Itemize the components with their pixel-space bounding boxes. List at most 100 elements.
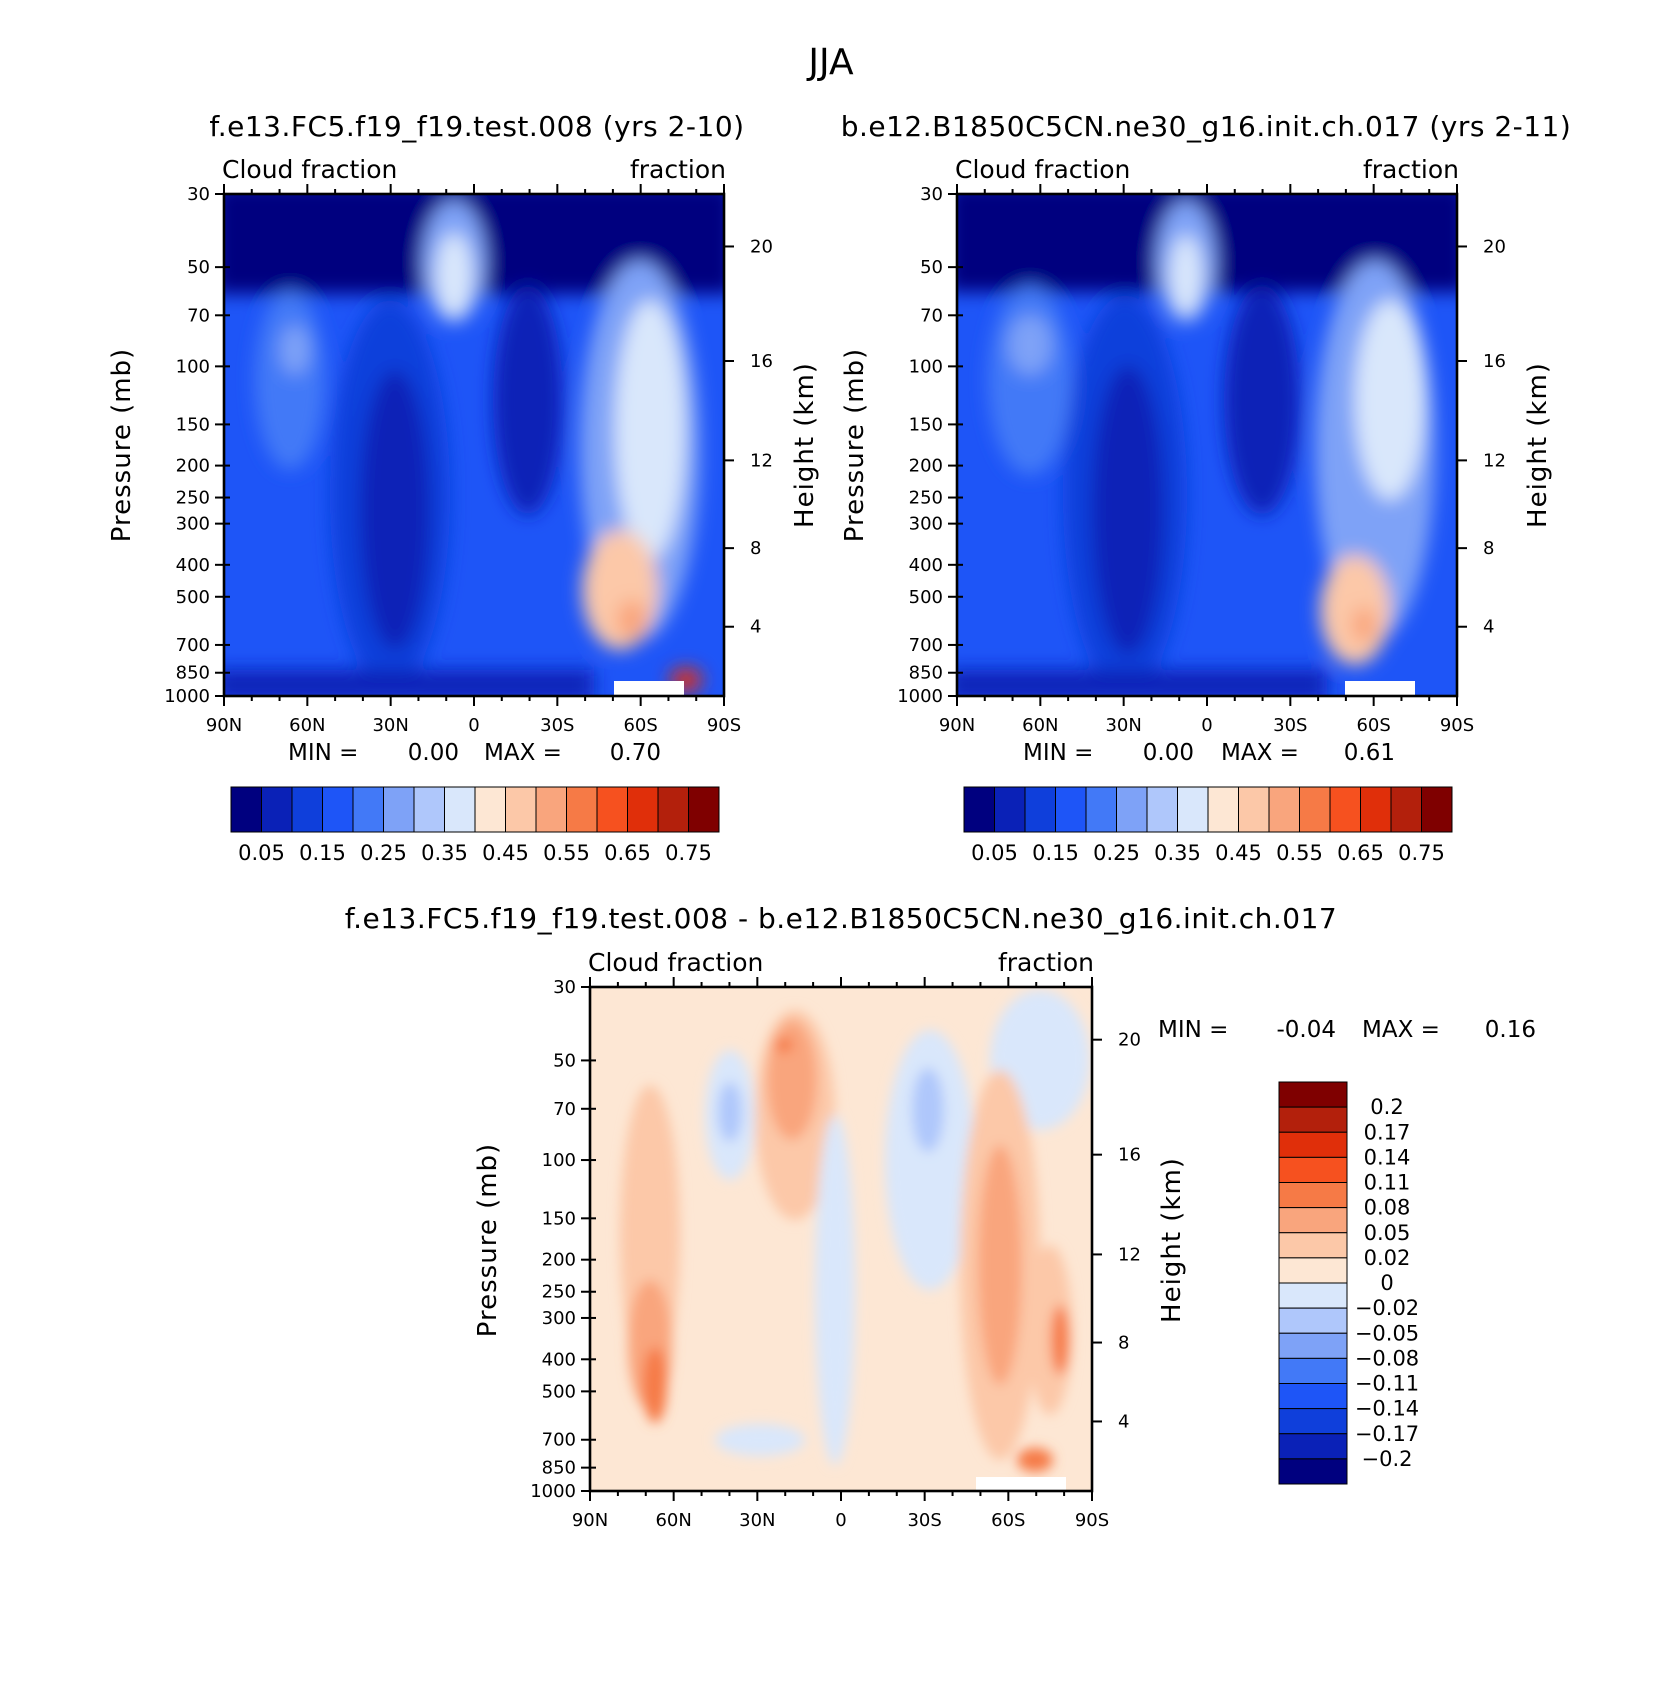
- colorbar-swatch: [1278, 1332, 1348, 1359]
- pressure-tick-label: 100: [176, 356, 210, 377]
- height-tick-label: 20: [1118, 1030, 1141, 1051]
- latitude-tick-label: 90N: [572, 1510, 608, 1531]
- colorbar-swatch: [1055, 786, 1087, 833]
- height-tick-label: 12: [1483, 450, 1506, 471]
- right-colorbar: 0.05 0.15 0.25 0.35 0.45 0.55 0.65 0.75: [963, 786, 1453, 865]
- left-min-label: MIN =: [288, 740, 358, 766]
- right-min-value: 0.00: [1143, 740, 1194, 766]
- pressure-tick-label: 850: [176, 663, 210, 684]
- colorbar-swatch: [1177, 786, 1209, 833]
- diff-panel: Cloud fraction fraction 3050701001502002…: [473, 948, 1536, 1531]
- pressure-tick-label: 700: [542, 1430, 576, 1451]
- pressure-tick-label: 150: [176, 414, 210, 435]
- colorbar-swatch: [535, 786, 567, 833]
- right-min-label: MIN =: [1023, 740, 1093, 766]
- colorbar-label: −0.2: [1362, 1447, 1413, 1471]
- height-tick-label: 4: [1483, 617, 1494, 638]
- pressure-tick-label: 70: [920, 305, 943, 326]
- colorbar-label: 0.35: [421, 841, 468, 865]
- pressure-tick-label: 200: [909, 456, 943, 477]
- right-panel: Cloud fraction fraction 3050701001502002…: [840, 155, 1553, 865]
- diff-y-axis-label: Pressure (mb): [473, 1143, 503, 1337]
- diff-contour-field: [590, 987, 1092, 1491]
- pressure-tick-label: 100: [909, 356, 943, 377]
- colorbar-swatch: [1278, 1282, 1348, 1309]
- colorbar-swatch: [322, 786, 354, 833]
- pressure-tick-label: 300: [909, 514, 943, 535]
- colorbar-swatch: [1278, 1232, 1348, 1259]
- colorbar-label: 0.02: [1364, 1246, 1411, 1270]
- height-tick-label: 16: [1483, 351, 1506, 372]
- latitude-tick-label: 60N: [1022, 715, 1058, 736]
- latitude-tick-label: 90S: [1075, 1510, 1109, 1531]
- right-units-label: fraction: [1363, 155, 1459, 184]
- height-tick-label: 20: [1483, 236, 1506, 257]
- colorbar-swatch: [1278, 1383, 1348, 1410]
- colorbar-label: −0.11: [1355, 1372, 1419, 1396]
- colorbar-swatch: [1329, 786, 1361, 833]
- colorbar-swatch: [566, 786, 598, 833]
- height-tick-label: 16: [1118, 1145, 1141, 1166]
- colorbar-swatch: [657, 786, 689, 833]
- pressure-tick-label: 150: [909, 414, 943, 435]
- right-variable-label: Cloud fraction: [955, 155, 1130, 184]
- left-colorbar: 0.05 0.15 0.25 0.35 0.45 0.55 0.65 0.75: [230, 786, 720, 865]
- colorbar-label: 0.15: [1032, 841, 1079, 865]
- colorbar-label: 0.55: [543, 841, 590, 865]
- colorbar-label: 0.75: [665, 841, 712, 865]
- diff-right-axis-label: Height (km): [1157, 1157, 1187, 1323]
- latitude-tick-label: 60S: [991, 1510, 1025, 1531]
- left-panel: Cloud fraction fraction 3050701001502002…: [107, 155, 820, 865]
- colorbar-label: 0.11: [1364, 1171, 1411, 1195]
- colorbar-label: 0.14: [1364, 1145, 1411, 1169]
- colorbar-swatch: [994, 786, 1026, 833]
- colorbar-swatch: [1207, 786, 1239, 833]
- colorbar-swatch: [1116, 786, 1148, 833]
- colorbar-swatch: [1278, 1156, 1348, 1183]
- latitude-tick-label: 60N: [655, 1510, 691, 1531]
- colorbar-label: 0.25: [360, 841, 407, 865]
- diff-variable-label: Cloud fraction: [588, 948, 763, 977]
- colorbar-swatch: [1299, 786, 1331, 833]
- colorbar-label: 0.25: [1093, 841, 1140, 865]
- left-axis-ticks: 305070100150200250300400500700850100090N…: [164, 184, 773, 736]
- diff-min-label: MIN =: [1158, 1017, 1228, 1043]
- colorbar-swatch: [627, 786, 659, 833]
- pressure-tick-label: 1000: [897, 686, 943, 707]
- latitude-tick-label: 60S: [623, 715, 657, 736]
- left-max-label: MAX =: [484, 740, 562, 766]
- latitude-tick-label: 90S: [707, 715, 741, 736]
- colorbar-swatch: [474, 786, 506, 833]
- colorbar-swatch: [1278, 1408, 1348, 1435]
- latitude-tick-label: 60N: [289, 715, 325, 736]
- latitude-tick-label: 30N: [372, 715, 408, 736]
- pressure-tick-label: 400: [176, 555, 210, 576]
- colorbar-label: 0.45: [482, 841, 529, 865]
- colorbar-swatch: [688, 786, 720, 833]
- colorbar-swatch: [963, 786, 995, 833]
- left-units-label: fraction: [630, 155, 726, 184]
- pressure-tick-label: 400: [542, 1349, 576, 1370]
- pressure-tick-label: 1000: [164, 686, 210, 707]
- height-tick-label: 8: [750, 538, 761, 559]
- colorbar-swatch: [1278, 1458, 1348, 1485]
- colorbar-swatch: [444, 786, 476, 833]
- left-y-axis-label: Pressure (mb): [107, 348, 137, 542]
- colorbar-swatch: [1278, 1131, 1348, 1158]
- colorbar-label: 0.05: [1364, 1221, 1411, 1245]
- pressure-tick-label: 500: [176, 587, 210, 608]
- pressure-tick-label: 50: [187, 257, 210, 278]
- colorbar-swatch: [1024, 786, 1056, 833]
- latitude-tick-label: 30S: [1273, 715, 1307, 736]
- diff-colorbar: 0.20.170.140.110.080.050.020−0.02−0.05−0…: [1278, 1081, 1419, 1485]
- latitude-tick-label: 30N: [1105, 715, 1141, 736]
- colorbar-label: 0.08: [1364, 1196, 1411, 1220]
- colorbar-label: 0.05: [971, 841, 1018, 865]
- pressure-tick-label: 300: [176, 514, 210, 535]
- right-max-value: 0.61: [1344, 740, 1395, 766]
- colorbar-swatch: [1278, 1257, 1348, 1284]
- colorbar-swatch: [1268, 786, 1300, 833]
- latitude-tick-label: 30N: [739, 1510, 775, 1531]
- pressure-tick-label: 30: [187, 184, 210, 205]
- colorbar-label: 0.05: [238, 841, 285, 865]
